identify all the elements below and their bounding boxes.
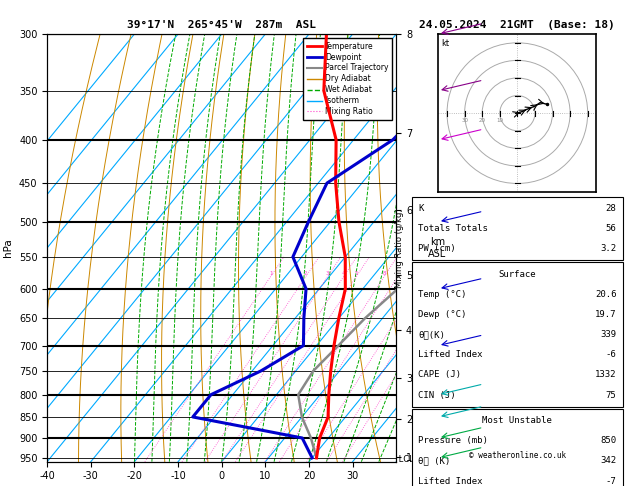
Text: θᴇ(K): θᴇ(K) [418,330,445,339]
Text: 850: 850 [600,436,616,445]
Text: © weatheronline.co.uk: © weatheronline.co.uk [469,451,566,460]
Text: CAPE (J): CAPE (J) [418,370,461,380]
Legend: Temperature, Dewpoint, Parcel Trajectory, Dry Adiabat, Wet Adiabat, Isotherm, Mi: Temperature, Dewpoint, Parcel Trajectory… [303,38,392,120]
Text: Totals Totals: Totals Totals [418,224,488,233]
Text: 28: 28 [606,204,616,213]
Text: -6: -6 [606,350,616,359]
Text: Lifted Index: Lifted Index [418,350,483,359]
Text: Pressure (mb): Pressure (mb) [418,436,488,445]
Text: CIN (J): CIN (J) [418,391,456,399]
Text: 1: 1 [269,271,272,277]
Text: 342: 342 [600,456,616,466]
FancyBboxPatch shape [412,262,623,406]
Text: 8: 8 [382,271,386,277]
Text: 56: 56 [606,224,616,233]
FancyBboxPatch shape [412,409,623,486]
Text: LCL: LCL [396,455,414,464]
Y-axis label: km
ASL: km ASL [428,237,447,259]
Text: Surface: Surface [499,270,536,279]
Text: 339: 339 [600,330,616,339]
Y-axis label: hPa: hPa [3,239,13,257]
Text: 1332: 1332 [595,370,616,380]
Text: Mixing Ratio (g/kg): Mixing Ratio (g/kg) [395,208,404,288]
Text: 3.2: 3.2 [600,244,616,253]
Text: 4: 4 [342,271,345,277]
Text: Temp (°C): Temp (°C) [418,290,467,299]
Text: Lifted Index: Lifted Index [418,477,483,486]
Text: PW (cm): PW (cm) [418,244,456,253]
Text: 19.7: 19.7 [595,310,616,319]
Text: -7: -7 [606,477,616,486]
Text: 3: 3 [326,271,330,277]
Text: 5: 5 [355,271,358,277]
FancyBboxPatch shape [412,196,623,260]
Text: 2: 2 [304,271,308,277]
Text: 20.6: 20.6 [595,290,616,299]
Text: θᴇ (K): θᴇ (K) [418,456,450,466]
Title: 39°17'N  265°45'W  287m  ASL: 39°17'N 265°45'W 287m ASL [127,20,316,31]
Text: Most Unstable: Most Unstable [482,416,552,425]
Text: Dewp (°C): Dewp (°C) [418,310,467,319]
Title: 24.05.2024  21GMT  (Base: 18): 24.05.2024 21GMT (Base: 18) [420,20,615,31]
Text: K: K [418,204,424,213]
Text: 75: 75 [606,391,616,399]
